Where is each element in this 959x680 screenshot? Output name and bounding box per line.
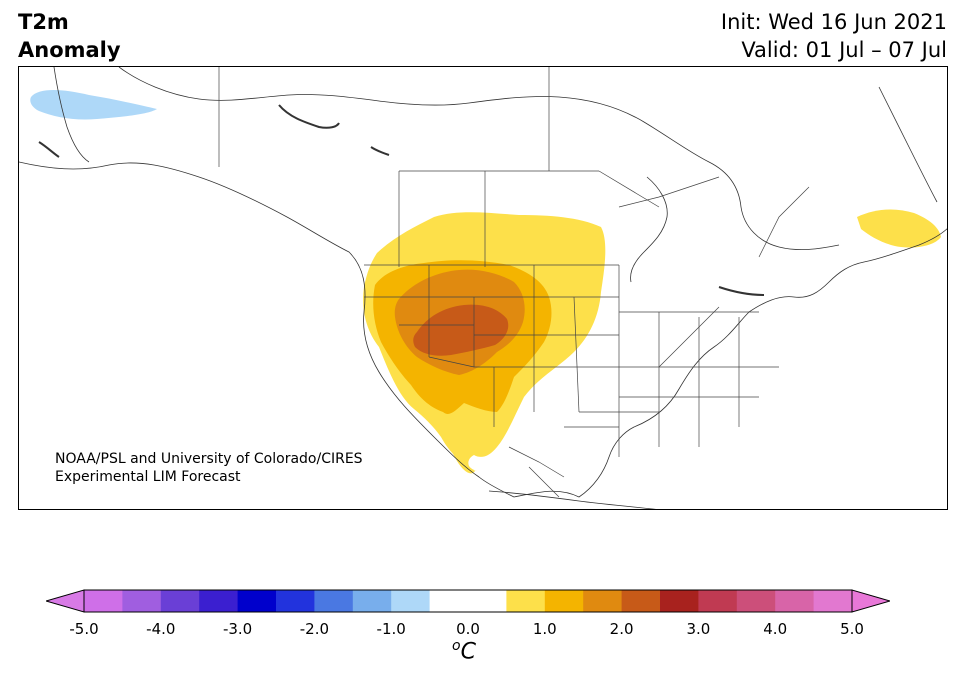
color-scale-cell <box>122 590 162 612</box>
color-scale-cell <box>276 590 315 612</box>
color-scale-tick-label: 3.0 <box>686 620 711 638</box>
color-scale-cell <box>660 590 699 612</box>
init-date: Init: Wed 16 Jun 2021 <box>720 10 947 34</box>
color-scale-tick-label: -5.0 <box>69 620 99 638</box>
warm-anomaly-labrador <box>857 209 941 248</box>
color-scale-cell <box>237 590 277 612</box>
color-scale-cell <box>506 590 546 612</box>
color-scale-cell <box>544 590 584 612</box>
color-scale-cell <box>160 590 200 612</box>
color-scale-cell <box>583 590 623 612</box>
color-scale-cell <box>813 590 853 612</box>
color-scale-tick-label: -2.0 <box>299 620 330 638</box>
map-panel <box>18 66 948 510</box>
color-scale-cell <box>352 590 392 612</box>
cold-anomaly-alaska <box>30 90 157 120</box>
coastlines <box>19 67 947 509</box>
color-scale-tick-label: 0.0 <box>456 620 480 638</box>
map-title: T2m Anomaly <box>18 8 121 64</box>
color-scale-cell <box>391 590 431 612</box>
title-line-2: Anomaly <box>18 38 121 62</box>
unit-celsius: C <box>460 639 476 665</box>
color-scale-cell <box>199 590 239 612</box>
color-scale-tick-label: -3.0 <box>222 620 253 638</box>
political-borders <box>218 67 810 498</box>
color-scale-cells <box>84 590 853 612</box>
color-scale-high-extension <box>851 589 890 613</box>
color-scale-ticks: -5.0 -4.0 -3.0 -2.0 -1.0 0.0 1.0 2.0 3.0 4.0 5.0 <box>0 620 959 640</box>
color-scale-cell <box>429 590 469 612</box>
north-america-map <box>19 67 947 509</box>
data-credit: NOAA/PSL and University of Colorado/CIRE… <box>55 450 363 486</box>
color-scale-cell <box>621 590 661 612</box>
warm-anomaly-baja <box>437 412 475 474</box>
color-scale-tick-label: -1.0 <box>376 620 406 638</box>
color-scale-cell <box>468 590 507 612</box>
title-line-1: T2m <box>18 10 69 34</box>
forecast-dates: Init: Wed 16 Jun 2021 Valid: 01 Jul – 07… <box>721 8 947 64</box>
color-scale-cell <box>775 590 815 612</box>
unit-label: oC <box>452 638 476 664</box>
color-scale-bar <box>46 589 890 613</box>
color-scale-cell <box>698 590 738 612</box>
valid-date: Valid: 01 Jul – 07 Jul <box>741 38 947 62</box>
unit-degree: o <box>452 638 461 654</box>
color-scale-frame <box>83 589 853 613</box>
color-scale-tick-label: 2.0 <box>609 620 634 638</box>
credit-line-2: Experimental LIM Forecast <box>55 469 241 485</box>
color-scale-tick-label: 1.0 <box>532 620 557 638</box>
color-scale-cell <box>314 590 354 612</box>
lakes-rivers <box>38 104 765 296</box>
credit-line-1: NOAA/PSL and University of Colorado/CIRE… <box>55 451 363 467</box>
warm-anomaly-level-4 <box>413 304 509 356</box>
color-scale-cell <box>84 590 123 612</box>
color-scale-tick-label: 4.0 <box>763 620 788 638</box>
color-scale-cell <box>736 590 776 612</box>
color-scale-tick-label: -4.0 <box>146 620 176 638</box>
color-scale-low-extension <box>46 589 85 613</box>
color-scale-tick-label: 5.0 <box>840 620 864 638</box>
